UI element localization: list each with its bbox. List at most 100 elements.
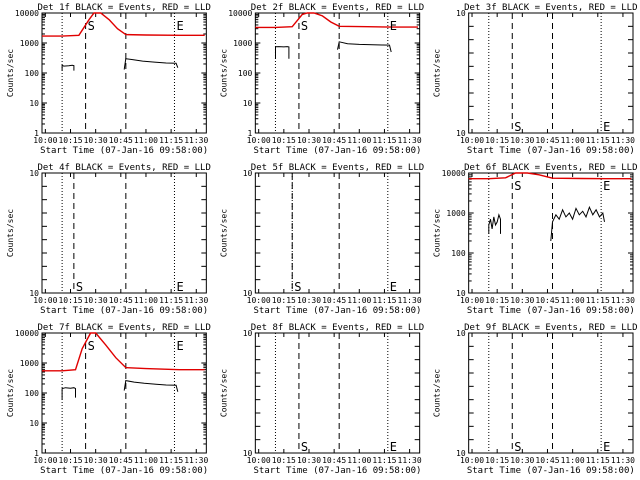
y-axis-label: Counts/sec (6, 369, 15, 417)
x-tick-label: 11:30 (611, 136, 635, 145)
end-marker-label: E (390, 19, 397, 33)
chart-title: Det 6f BLACK = Events, RED = LLD (464, 163, 637, 173)
end-marker-label: E (176, 19, 183, 33)
y-tick-label: 1 (248, 129, 253, 138)
y-axis-label: Counts/sec (6, 49, 15, 97)
y-tick-label: 10-9 (243, 449, 253, 458)
x-tick-label: 11:30 (398, 456, 422, 465)
start-marker-label: S (88, 339, 95, 353)
y-tick-label: 1 (34, 449, 39, 458)
y-tick-label: 10-8 (243, 169, 253, 178)
x-tick-label: 11:00 (347, 296, 371, 305)
series-lld-line (42, 12, 205, 37)
x-tick-label: 10:15 (272, 456, 296, 465)
x-tick-label: 11:00 (134, 136, 158, 145)
x-tick-label: 11:00 (347, 136, 371, 145)
x-axis-label: Start Time (07-Jan-16 09:58:00) (467, 146, 635, 156)
series-events-line (61, 387, 76, 400)
y-tick-label: 1000 (446, 209, 465, 218)
x-tick-label: 10:30 (297, 456, 321, 465)
chart-title: Det 5f BLACK = Events, RED = LLD (251, 163, 424, 173)
series-events-line (550, 205, 605, 242)
x-tick-label: 10:45 (109, 296, 133, 305)
y-tick-label: 10 (456, 289, 466, 298)
series-events-line (123, 58, 179, 70)
x-tick-label: 11:00 (561, 296, 585, 305)
y-tick-label: 100 (25, 69, 40, 78)
x-tick-label: 11:30 (184, 136, 208, 145)
series-events-line (275, 46, 290, 59)
start-marker-label: S (514, 440, 521, 454)
x-tick-label: 10:30 (510, 136, 534, 145)
x-tick-label: 10:45 (322, 456, 346, 465)
chart-title: Det 2f BLACK = Events, RED = LLD (251, 3, 424, 13)
x-tick-label: 10:00 (33, 456, 57, 465)
x-tick-label: 11:15 (372, 296, 396, 305)
y-tick-label: 10 (243, 99, 253, 108)
x-tick-label: 10:00 (460, 296, 484, 305)
y-tick-label: 1000 (20, 359, 39, 368)
x-tick-label: 10:00 (33, 296, 57, 305)
x-tick-label: 11:00 (134, 296, 158, 305)
y-tick-label: 10000 (15, 329, 39, 338)
x-tick-label: 10:30 (84, 456, 108, 465)
chart-title: Det 1f BLACK = Events, RED = LLD (37, 3, 210, 13)
plot-frame (468, 172, 634, 294)
x-tick-label: 10:15 (485, 296, 509, 305)
x-axis-label: Start Time (07-Jan-16 09:58:00) (467, 306, 635, 316)
series-lld-line (255, 12, 418, 29)
start-marker-label: S (76, 280, 83, 294)
x-tick-label: 10:30 (297, 296, 321, 305)
x-tick-label: 11:30 (611, 456, 635, 465)
x-tick-label: 11:30 (398, 136, 422, 145)
x-tick-label: 10:45 (535, 136, 559, 145)
x-axis-label: Start Time (07-Jan-16 09:58:00) (254, 466, 422, 476)
chart-title: Det 3f BLACK = Events, RED = LLD (464, 3, 637, 13)
y-tick-label: 10-9 (29, 289, 39, 298)
end-marker-label: E (390, 440, 397, 454)
plot-frame (468, 12, 634, 134)
x-tick-label: 10:15 (485, 136, 509, 145)
x-tick-label: 10:30 (510, 456, 534, 465)
y-axis-label: Counts/sec (433, 49, 442, 97)
series-lld-line (42, 332, 205, 372)
y-tick-label: 10-8 (243, 329, 253, 338)
x-tick-label: 11:15 (586, 456, 610, 465)
y-axis-label: Counts/sec (433, 369, 442, 417)
x-axis-label: Start Time (07-Jan-16 09:58:00) (40, 306, 208, 316)
x-tick-label: 10:30 (84, 136, 108, 145)
x-tick-label: 10:15 (272, 296, 296, 305)
start-marker-label: S (514, 179, 521, 193)
x-tick-label: 11:30 (398, 296, 422, 305)
y-tick-label: 10-9 (243, 289, 253, 298)
x-tick-label: 11:30 (184, 296, 208, 305)
end-marker-label: E (176, 280, 183, 294)
x-tick-label: 11:00 (561, 456, 585, 465)
y-tick-label: 10000 (442, 169, 466, 178)
plot-frame (41, 172, 207, 294)
y-axis-label: Counts/sec (219, 369, 228, 417)
y-axis-label: Counts/sec (219, 209, 228, 257)
chart-title: Det 9f BLACK = Events, RED = LLD (464, 323, 637, 333)
x-tick-label: 11:15 (586, 296, 610, 305)
x-tick-label: 11:15 (159, 136, 183, 145)
y-tick-label: 10-9 (456, 449, 466, 458)
y-tick-label: 1000 (233, 39, 252, 48)
y-tick-label: 10 (29, 419, 39, 428)
x-axis-label: Start Time (07-Jan-16 09:58:00) (40, 466, 208, 476)
x-tick-label: 10:00 (247, 456, 271, 465)
x-tick-label: 11:15 (372, 136, 396, 145)
x-tick-label: 10:15 (58, 136, 82, 145)
y-tick-label: 1000 (20, 39, 39, 48)
y-tick-label: 10000 (228, 9, 252, 18)
x-tick-label: 10:45 (322, 296, 346, 305)
y-tick-label: 10-8 (456, 9, 466, 18)
end-marker-label: E (603, 179, 610, 193)
